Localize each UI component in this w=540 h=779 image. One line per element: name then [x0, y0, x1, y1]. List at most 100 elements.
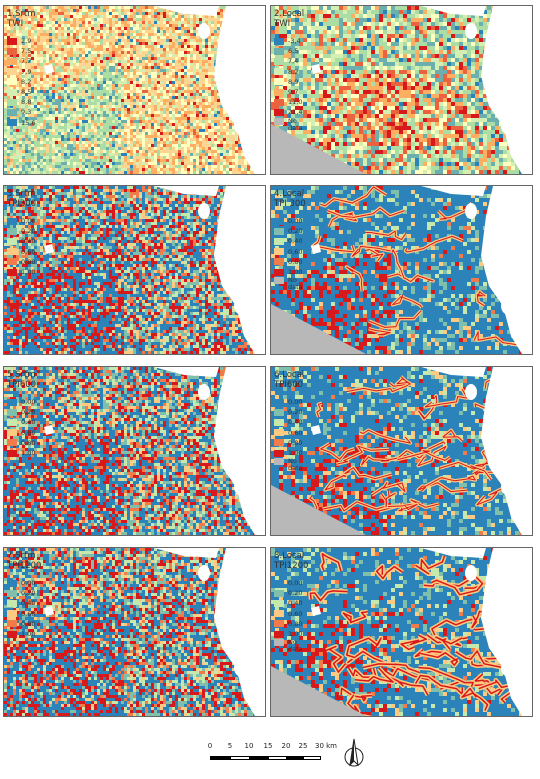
legend-swatch	[274, 429, 284, 437]
map-legend: 0,00 0,20 0,40 0,60 0,80 1,00	[7, 216, 35, 277]
legend-label: 0,20	[288, 408, 302, 416]
legend-item: No data	[274, 117, 303, 136]
legend-swatch	[7, 88, 17, 96]
raster-map	[4, 548, 265, 716]
scale-segment	[230, 756, 251, 760]
legend-swatch	[274, 88, 284, 96]
legend-swatch	[7, 98, 17, 106]
legend-label: 0,20	[288, 227, 302, 235]
legend-swatch	[274, 258, 284, 266]
scale-segment	[210, 756, 230, 760]
legend-item: 0,20	[274, 588, 303, 598]
legend-item: 8,2	[274, 67, 303, 77]
map-legend: 0,00 0,20 0,40 0,60 0,80 1,00 No data	[274, 397, 303, 476]
legend-item: 11,0	[274, 97, 303, 107]
legend-item: 0,40	[7, 417, 35, 427]
raster-map	[271, 548, 532, 716]
legend-swatch	[7, 248, 17, 256]
legend-item: 21,4	[274, 107, 303, 117]
legend-label: 9,7	[288, 88, 298, 96]
legend-swatch	[7, 418, 17, 426]
legend-item: 0,00	[274, 578, 303, 588]
legend-item: 1,00	[7, 267, 35, 277]
legend-label: -3,4	[288, 37, 301, 45]
map-panel-local-tpi1200: 8.Local TPI1200 0,00 0,20 0,40 0,60 0,80 1,00 N…	[270, 547, 533, 717]
legend-item: 0,00	[274, 397, 303, 407]
legend-item: 0,80	[7, 619, 35, 629]
legend-swatch	[274, 599, 284, 607]
legend-item: 0,60	[274, 609, 303, 619]
map-legend: 0,00 0,20 0,40 0,60 0,80 1,00 No data	[274, 578, 303, 657]
legend-item: 0,00	[7, 397, 35, 407]
legend-label: 0,60	[288, 429, 302, 437]
map-legend: 2,9 7,5 7,7 7,9 8,2 8,5 8,8 9,3 15,6	[7, 36, 35, 128]
legend-label: 6,5	[288, 47, 298, 55]
legend-swatch	[274, 610, 284, 618]
legend-swatch	[274, 439, 284, 447]
legend-label: 1,00	[21, 630, 35, 638]
legend-swatch	[274, 620, 284, 628]
legend-item: -3,4	[274, 36, 303, 46]
legend-swatch	[274, 237, 284, 245]
legend-item: 6,5	[274, 46, 303, 56]
legend-label: 1,00	[288, 449, 302, 457]
legend-swatch	[7, 449, 17, 457]
legend-swatch	[7, 119, 17, 127]
scale-bar: 0 5 10 15 20 25 30 km	[205, 738, 337, 768]
legend-swatch	[274, 277, 284, 285]
legend-swatch	[274, 37, 284, 45]
legend-swatch	[7, 398, 17, 406]
legend-swatch	[7, 108, 17, 116]
legend-swatch	[274, 57, 284, 65]
legend-item: 8,2	[7, 77, 35, 87]
legend-swatch	[7, 610, 17, 618]
legend-swatch	[274, 47, 284, 55]
legend-swatch	[7, 589, 17, 597]
legend-item: 7,7	[7, 56, 35, 66]
raster-map	[4, 6, 265, 174]
legend-label: 0,60	[288, 248, 302, 256]
legend-swatch	[274, 248, 284, 256]
legend-swatch	[7, 37, 17, 45]
map-panel-srtm-tpi1200: 7.Srtm TPI1200 0,00 0,20 0,40 0,60 0,80 1,00	[3, 547, 266, 717]
legend-item: 15,6	[7, 118, 35, 128]
legend-swatch	[274, 418, 284, 426]
legend-item: 1,00	[7, 448, 35, 458]
legend-item: 0,60	[7, 428, 35, 438]
map-legend: 0,00 0,20 0,40 0,60 0,80 1,00	[7, 397, 35, 458]
legend-label: 0,40	[21, 237, 35, 245]
legend-swatch	[274, 117, 284, 125]
legend-label: 0,60	[21, 610, 35, 618]
map-panel-local-twi: 2.Local TWI -3,4 6,5 7,4 8,2 8,9 9,7 11,0 21,4 No…	[270, 5, 533, 175]
legend-label: 0,60	[21, 248, 35, 256]
legend-swatch	[7, 217, 17, 225]
legend-swatch	[7, 599, 17, 607]
legend-item: No data	[274, 639, 303, 657]
legend-swatch	[274, 108, 284, 116]
map-title: 7.Srtm TPI1200	[7, 551, 41, 571]
legend-label: 0,40	[21, 418, 35, 426]
legend-swatch	[274, 630, 284, 638]
legend-label: 0,40	[21, 599, 35, 607]
legend-item: 0,60	[274, 428, 303, 438]
legend-label: 0,80	[288, 439, 302, 447]
legend-item: 0,40	[274, 417, 303, 427]
legend-label: 8,8	[21, 98, 31, 106]
legend-swatch	[274, 268, 284, 276]
legend-label: 0,00	[21, 398, 35, 406]
legend-label: 8,9	[288, 78, 298, 86]
scale-segment	[303, 756, 321, 760]
legend-label: 0,60	[21, 429, 35, 437]
legend-item: 0,80	[7, 257, 35, 267]
legend-item: No data	[274, 458, 303, 476]
legend-label: 7,5	[21, 47, 31, 55]
legend-label: 0,20	[21, 589, 35, 597]
legend-swatch	[7, 78, 17, 86]
legend-item: 9,7	[274, 87, 303, 97]
legend-label: 8,5	[21, 88, 31, 96]
legend-label: 0,00	[288, 579, 302, 587]
legend-item: 7,9	[7, 67, 35, 77]
legend-swatch	[7, 439, 17, 447]
legend-swatch	[274, 589, 284, 597]
legend-label: 7,4	[288, 57, 298, 65]
